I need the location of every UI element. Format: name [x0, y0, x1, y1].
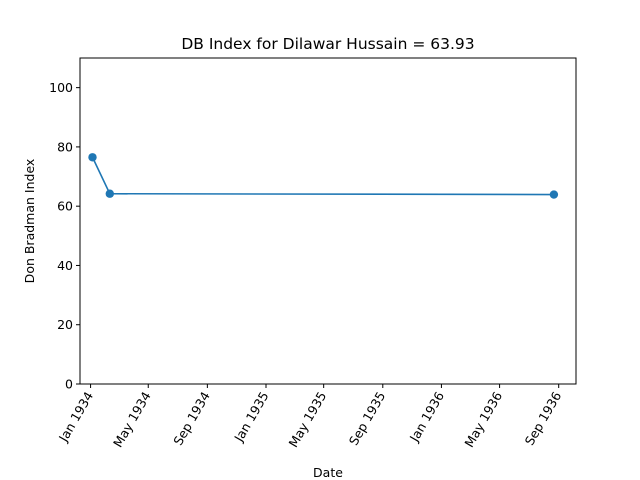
x-tick-label: Sep 1935 [346, 389, 389, 448]
series-layer [88, 153, 559, 199]
data-point [105, 189, 114, 198]
y-tick-label: 100 [49, 80, 73, 95]
data-point [549, 190, 559, 199]
x-tick-label: May 1934 [110, 389, 154, 450]
x-tick-label: Jan 1935 [231, 389, 272, 445]
data-point [88, 153, 97, 162]
y-axis-label: Don Bradman Index [22, 159, 37, 284]
y-tick-label: 0 [65, 377, 73, 392]
y-tick-label: 20 [57, 317, 73, 332]
chart-title: DB Index for Dilawar Hussain = 63.93 [181, 35, 474, 53]
plot-frame [79, 57, 577, 385]
x-tick-label: Jan 1934 [55, 389, 96, 445]
x-tick-label: Jan 1936 [406, 389, 447, 445]
series-line [91, 156, 554, 196]
y-tick-label: 80 [57, 139, 73, 154]
x-tick-label: May 1935 [285, 389, 329, 450]
x-axis-label: Date [313, 465, 343, 480]
y-tick-label: 40 [57, 258, 73, 273]
x-tick-label: May 1936 [461, 389, 505, 450]
x-tick-label: Sep 1936 [522, 389, 565, 448]
axis-ticks: 0 20 40 60 80 100 Jan 1934 May 1934 Sep 1934 Jan … [49, 80, 564, 450]
x-tick-label: Sep 1934 [170, 389, 213, 448]
y-tick-label: 60 [57, 199, 73, 214]
